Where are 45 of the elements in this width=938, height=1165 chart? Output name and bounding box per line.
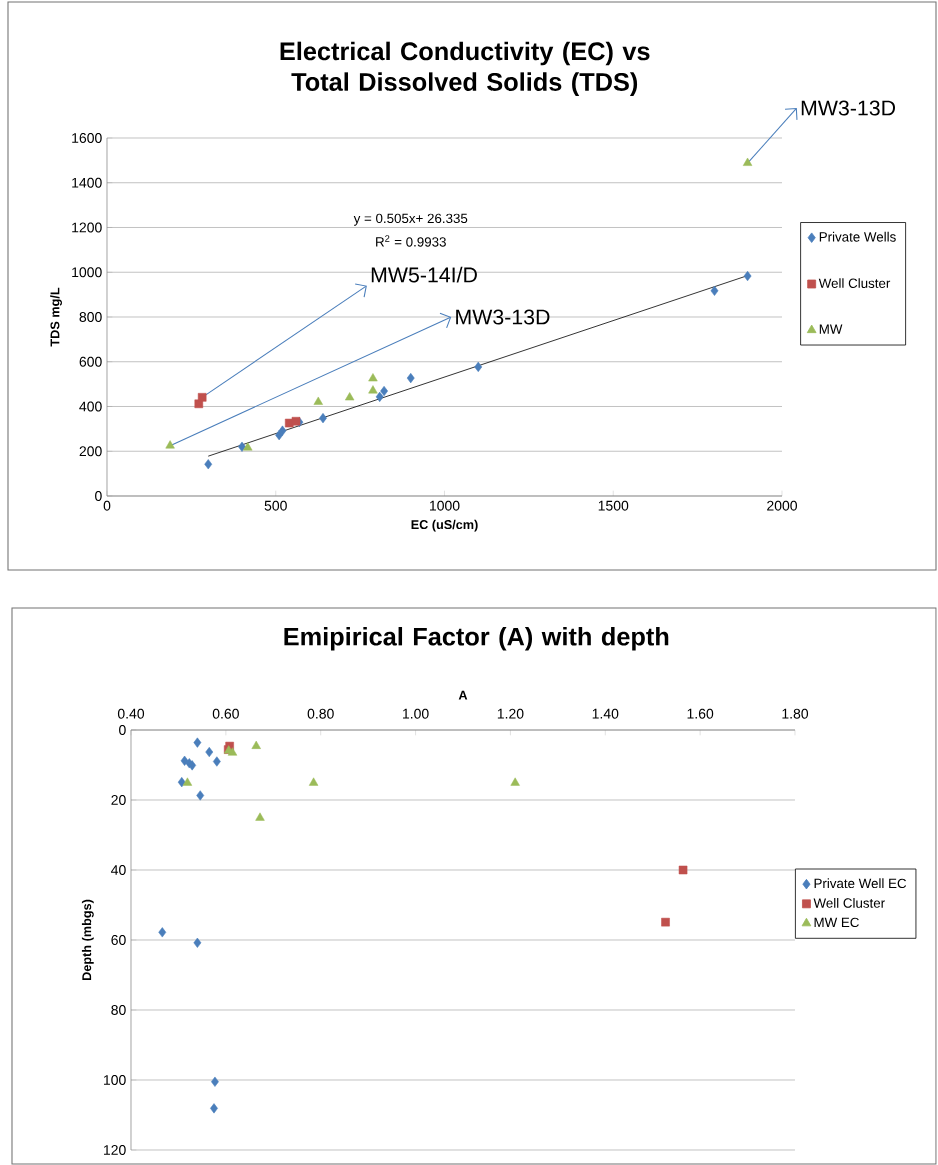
y-tick-label: 200 xyxy=(79,446,102,457)
legend-label: Well Cluster xyxy=(818,278,891,288)
legend-label: Well Cluster xyxy=(813,898,885,908)
y-tick-label: 80 xyxy=(111,1005,126,1015)
x-tick-label: 1.60 xyxy=(687,708,714,719)
y-tick-label: 800 xyxy=(79,312,102,322)
chart-title: Emipirical Factor (A) with depth xyxy=(284,627,669,651)
x-tick-label: 0.40 xyxy=(117,708,145,719)
legend-label: Private Well EC xyxy=(814,878,907,889)
y-tick-label: 20 xyxy=(111,795,126,805)
y-tick-label: 0 xyxy=(119,725,126,735)
annotation: MW5-14I/D xyxy=(371,266,477,283)
y-tick-label: 1000 xyxy=(72,267,102,278)
x-tick-label: 1.20 xyxy=(497,708,524,719)
x-tick-label: 0.80 xyxy=(307,708,334,719)
y-tick-label: 40 xyxy=(111,865,126,875)
x-tick-label: 1.40 xyxy=(592,708,619,719)
legend-label: MW xyxy=(819,324,843,334)
x-tick-label: 1.00 xyxy=(403,708,429,719)
y-tick-label: 100 xyxy=(104,1075,126,1085)
annotation: R$^{2}$ = 0.9933 xyxy=(376,235,446,247)
y-tick-label: 600 xyxy=(79,356,102,367)
y-tick-label: 0 xyxy=(95,491,102,501)
legend-label: MW EC xyxy=(814,917,859,928)
y-tick-label: 120 xyxy=(104,1145,126,1155)
x-tick-label: 500 xyxy=(264,500,287,511)
x-tick-label: 0.60 xyxy=(212,708,239,719)
y-tick-label: 1200 xyxy=(72,222,102,233)
annotation: MW3-13D xyxy=(456,309,550,325)
y-axis-title: Depth (mbgs) xyxy=(81,899,94,980)
y-tick-label: 400 xyxy=(79,401,102,412)
annotation: y = 0.505x+ 26.335 xyxy=(353,213,468,226)
y-tick-label: 60 xyxy=(111,935,126,945)
legend-label: Private Wells xyxy=(819,231,896,242)
x-tick-label: 1.80 xyxy=(782,708,809,719)
annotation: MW3-13D xyxy=(801,100,896,116)
x-tick-label: 1500 xyxy=(598,500,629,511)
y-tick-label: 1400 xyxy=(72,177,102,188)
x-tick-label: 2000 xyxy=(767,500,798,511)
x-axis-title: EC (uS/cm) xyxy=(411,519,478,532)
y-tick-label: 1600 xyxy=(72,133,102,143)
x-tick-label: 1000 xyxy=(429,500,460,511)
chart-title: Electrical Conductivity (EC) vs Total Dissolved Solids (TDS) xyxy=(280,41,650,96)
y-axis-title: TDS mg/L xyxy=(50,287,62,347)
x-axis-title: A xyxy=(458,690,468,700)
